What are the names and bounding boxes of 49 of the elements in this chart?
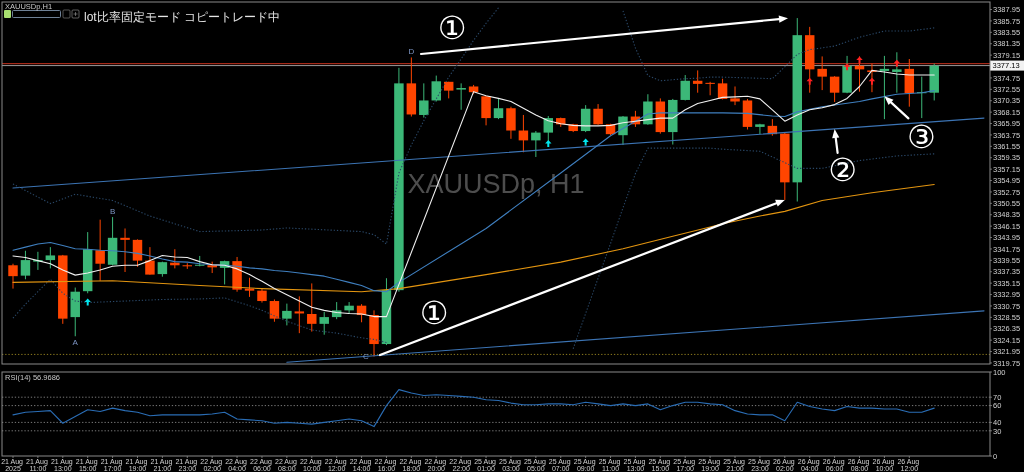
- candlestick: [269, 298, 280, 323]
- candlestick: [20, 250, 31, 280]
- candlestick: [132, 238, 143, 268]
- candlestick: [829, 75, 840, 103]
- line-series: [12, 389, 935, 428]
- candlestick: [481, 95, 491, 126]
- annotation: ②: [828, 151, 857, 188]
- candlestick: [705, 81, 715, 96]
- point: [868, 77, 876, 85]
- candlestick: [282, 303, 292, 326]
- candlestick: [45, 246, 56, 269]
- annotation: ①: [419, 295, 449, 331]
- point: [856, 56, 863, 64]
- candlestick: [692, 69, 703, 94]
- candlestick: [531, 130, 541, 158]
- candlestick: [120, 227, 130, 273]
- annotation: ①: [437, 10, 467, 46]
- candlestick: [456, 82, 466, 111]
- point: [545, 140, 552, 147]
- candlestick: [506, 106, 516, 140]
- annotation: C: [363, 352, 370, 362]
- candlestick: [593, 103, 603, 126]
- point: [843, 63, 851, 71]
- annotation: B: [109, 207, 116, 217]
- point: [84, 298, 91, 306]
- candlestick: [419, 82, 429, 119]
- candlestick: [344, 301, 354, 315]
- candlestick: [817, 55, 827, 91]
- candlestick: [145, 246, 155, 276]
- candlestick: [892, 51, 902, 94]
- point: [806, 77, 813, 85]
- candlestick: [755, 123, 765, 135]
- candlestick: [431, 75, 441, 102]
- candlestick: [294, 295, 305, 334]
- line-series: [12, 278, 388, 344]
- candlestick: [879, 55, 890, 120]
- annotation: A: [72, 338, 79, 348]
- annotation: lot比率固定モード コピートレード中: [84, 10, 281, 24]
- point: [893, 59, 901, 67]
- annotation: ③: [907, 119, 936, 156]
- candlestick: [680, 74, 690, 101]
- candlestick: [493, 97, 504, 120]
- candlestick: [319, 311, 329, 336]
- point: [582, 138, 589, 146]
- candlestick: [8, 263, 18, 290]
- candlestick: [307, 282, 317, 333]
- candlestick: [95, 219, 105, 282]
- candlestick: [730, 85, 740, 106]
- annotation: D: [408, 47, 415, 57]
